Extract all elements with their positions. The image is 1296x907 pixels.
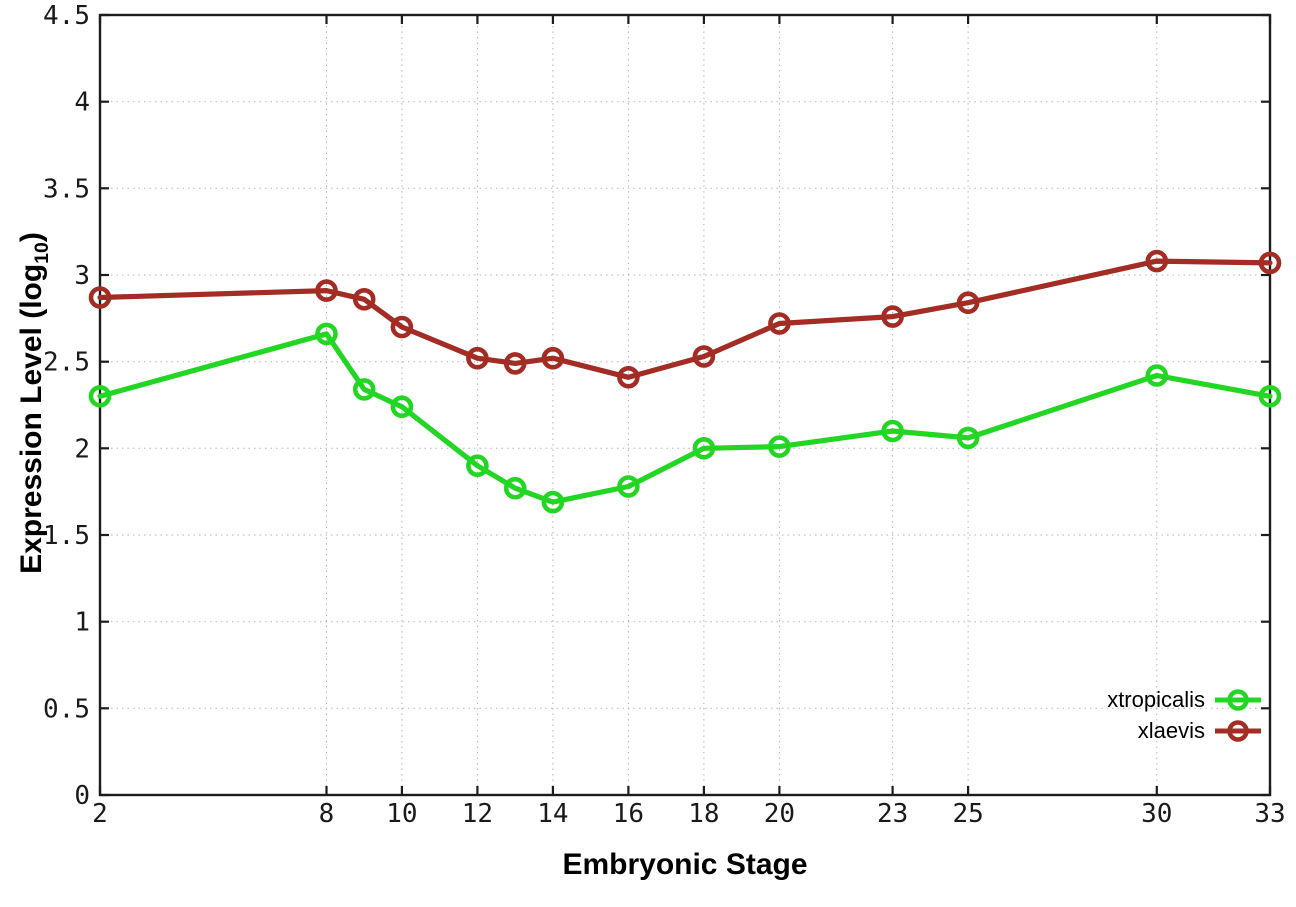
- svg-text:4.5: 4.5: [43, 1, 90, 31]
- svg-text:2: 2: [92, 799, 108, 829]
- svg-text:0: 0: [74, 781, 90, 811]
- series-xtropicalis: [88, 322, 1282, 514]
- legend-label-xtropicalis: xtropicalis: [1107, 686, 1205, 712]
- axis-ticks: [98, 13, 1272, 797]
- svg-text:12: 12: [462, 799, 493, 829]
- y-axis-title-suffix: ): [15, 232, 48, 243]
- grid-lines: [100, 15, 1270, 795]
- svg-text:10: 10: [386, 799, 417, 829]
- svg-text:3: 3: [74, 261, 90, 291]
- svg-text:16: 16: [613, 799, 644, 829]
- svg-text:1: 1: [74, 608, 90, 638]
- svg-text:1.5: 1.5: [43, 521, 90, 551]
- svg-text:18: 18: [688, 799, 719, 829]
- svg-text:23: 23: [877, 799, 908, 829]
- x-axis-title: Embryonic Stage: [562, 848, 808, 881]
- svg-text:2.5: 2.5: [43, 348, 90, 378]
- svg-text:2: 2: [74, 434, 90, 464]
- legend-label-xlaevis: xlaevis: [1137, 717, 1205, 743]
- legend-item-xtropicalis: xtropicalis: [1107, 684, 1262, 715]
- y-tick-labels: 0 0.5 1 1.5 2 2.5 3 3.5 4 4.5: [43, 1, 90, 811]
- svg-text:20: 20: [764, 799, 795, 829]
- plot-border: [98, 13, 1272, 797]
- y-axis-title-subscript: 10: [31, 242, 53, 264]
- legend-item-xlaevis: xlaevis: [1107, 715, 1262, 746]
- series-data-points: [88, 249, 1282, 389]
- svg-text:8: 8: [319, 799, 335, 829]
- svg-text:30: 30: [1141, 799, 1172, 829]
- svg-text:4: 4: [74, 88, 90, 118]
- svg-text:3.5: 3.5: [43, 174, 90, 204]
- legend: xtropicalis xlaevis: [1107, 684, 1262, 746]
- svg-text:14: 14: [537, 799, 568, 829]
- svg-text:0.5: 0.5: [43, 694, 90, 724]
- y-axis-title-text: Expression Level (log: [15, 263, 48, 574]
- legend-marker-sample-xtropicalis: [1215, 688, 1261, 711]
- legend-circle-marker-icon: [1227, 688, 1249, 711]
- legend-marker-sample-xlaevis: [1215, 719, 1261, 742]
- svg-text:33: 33: [1254, 799, 1285, 829]
- svg-text:25: 25: [952, 799, 983, 829]
- x-tick-labels: 2 8 10 12 14 16 18 20 23 25 30 33: [92, 799, 1285, 829]
- series-xlaevis: [88, 249, 1282, 389]
- y-axis-title: Expression Level (log10): [12, 153, 53, 653]
- legend-circle-marker-icon: [1227, 719, 1249, 742]
- series-data-points: [88, 322, 1282, 514]
- series-line: [97, 258, 1273, 380]
